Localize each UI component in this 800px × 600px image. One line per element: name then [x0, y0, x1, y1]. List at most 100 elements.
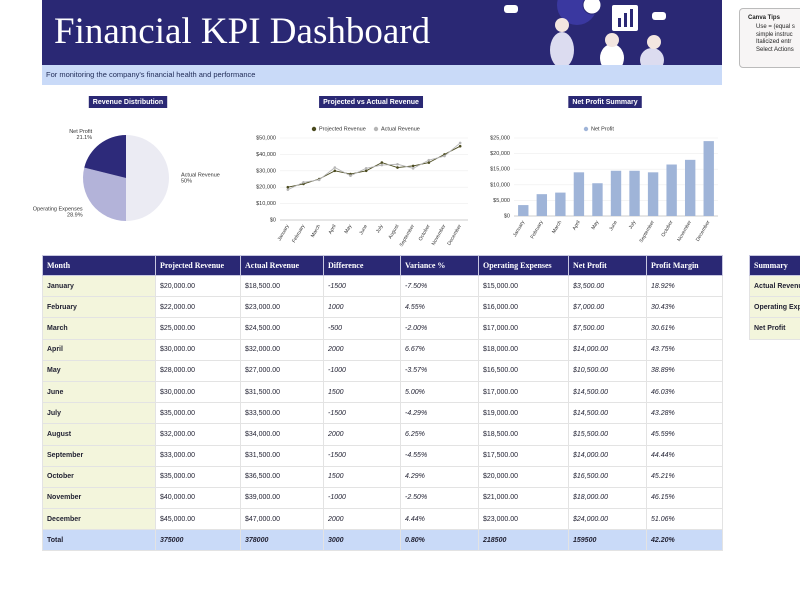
line-point — [396, 162, 399, 166]
line-point — [286, 185, 290, 189]
table-cell: $27,000.00 — [240, 359, 324, 382]
line-series — [287, 142, 461, 191]
y-tick-label: $10,000 — [256, 201, 276, 207]
table-cell: January — [42, 274, 156, 298]
summary-row: Actual Revenue — [749, 274, 800, 298]
table-cell: 2000 — [323, 423, 401, 446]
table-row: September $33,000.00 $31,500.00 -1500 -4.55%… — [42, 444, 723, 467]
table-cell: -1000 — [323, 359, 401, 382]
data-table: Month Projected Revenue Actual Revenue Diff… — [42, 255, 723, 552]
chart-title: Net Profit Summary — [572, 99, 637, 106]
x-tick-label: June — [358, 223, 369, 236]
table-cell: 45.21% — [646, 465, 723, 488]
decor — [550, 32, 574, 65]
x-tick-label: September — [639, 219, 657, 243]
decor — [555, 18, 569, 32]
total-cell: 375000 — [155, 529, 241, 552]
table-cell: $21,000.00 — [478, 486, 569, 510]
table-cell: 46.03% — [646, 380, 723, 404]
total-cell: Total — [42, 529, 156, 552]
tip-line: Select Actions — [756, 46, 794, 53]
y-tick-label: $20,000 — [490, 151, 510, 157]
table-cell: $23,000.00 — [478, 508, 569, 531]
table-cell: February — [42, 296, 156, 319]
bar — [703, 141, 714, 216]
header-row: Summary — [749, 255, 800, 276]
table-cell: -1500 — [323, 274, 401, 298]
y-tick-label: $20,000 — [256, 185, 276, 191]
table-cell: 4.44% — [400, 508, 479, 531]
table-cell: $14,500.00 — [568, 380, 647, 404]
table-cell: -2.00% — [400, 317, 479, 340]
table-cell: $33,500.00 — [240, 402, 324, 425]
table-cell: $45,000.00 — [155, 508, 241, 531]
header: Financial KPI Dashboard — [42, 0, 722, 65]
x-tick-label: March — [551, 219, 563, 234]
y-tick-label: $25,000 — [490, 135, 510, 141]
x-tick-label: January — [512, 219, 526, 238]
decor — [600, 44, 624, 65]
table-cell: $16,500.00 — [568, 465, 647, 488]
decor — [640, 48, 664, 65]
legend-label: Projected Revenue — [319, 126, 366, 132]
summary-header: Summary — [749, 255, 800, 276]
x-tick-label: August — [387, 223, 400, 240]
x-tick-label: September — [399, 223, 417, 247]
table-cell: 5.00% — [400, 380, 479, 404]
y-tick-label: $50,000 — [256, 135, 276, 141]
table-cell: 46.15% — [646, 486, 723, 510]
summary-label: Operating Expenses — [749, 296, 800, 319]
x-tick-label: May — [590, 219, 600, 231]
legend-label: Actual Revenue — [381, 126, 420, 132]
x-tick-label: April — [572, 220, 582, 232]
table-cell: $20,000.00 — [478, 465, 569, 488]
table-cell: $35,000.00 — [155, 402, 241, 425]
y-tick-label: $0 — [270, 217, 276, 223]
line-point — [333, 166, 337, 169]
table-row: May $28,000.00 $27,000.00 -1000 -3.57% $16,50… — [42, 359, 723, 382]
line-point — [380, 161, 384, 164]
dashboard-title: Financial KPI Dashboard — [54, 11, 431, 52]
table-cell: $18,000.00 — [478, 338, 569, 361]
table-cell: $39,000.00 — [240, 486, 324, 510]
bar — [629, 170, 640, 216]
summary-label: Net Profit — [749, 317, 800, 340]
table-row: June $30,000.00 $31,500.00 1500 5.00% $17,000… — [42, 380, 723, 404]
column-header: Operating Expenses — [478, 255, 569, 276]
line-point — [286, 188, 290, 191]
column-header: Variance % — [400, 255, 479, 276]
table-cell: $34,000.00 — [240, 423, 324, 446]
table-cell: 4.29% — [400, 465, 479, 488]
line-point — [349, 174, 352, 178]
table-cell: $17,500.00 — [478, 444, 569, 467]
table-cell: 45.59% — [646, 423, 723, 446]
table-cell: April — [42, 338, 156, 361]
pie-value-label: 28.9% — [67, 212, 83, 218]
bar — [518, 205, 529, 216]
line-point — [458, 144, 462, 148]
line-point — [364, 167, 368, 170]
table-row: October $35,000.00 $36,500.00 1500 4.29% $20,… — [42, 465, 723, 488]
line-point — [411, 167, 415, 170]
line-point — [443, 154, 446, 158]
y-tick-label: $30,000 — [256, 168, 276, 174]
x-tick-label: March — [310, 223, 322, 238]
decor — [652, 12, 666, 20]
x-tick-label: April — [328, 224, 338, 236]
x-tick-label: October — [418, 223, 432, 242]
line-point — [380, 163, 384, 167]
x-tick-label: December — [446, 223, 463, 246]
table-cell: July — [42, 402, 156, 425]
table-cell: $40,000.00 — [155, 486, 241, 510]
line-point — [333, 169, 337, 173]
line-point — [302, 180, 305, 184]
tip-line: simple instruc — [756, 31, 793, 38]
decor — [630, 9, 633, 27]
table-cell: -4.29% — [400, 402, 479, 425]
pie-slice — [84, 135, 126, 178]
bar — [684, 159, 696, 216]
table-cell: 44.44% — [646, 444, 723, 467]
table-cell: June — [42, 380, 156, 404]
x-tick-label: January — [277, 223, 291, 242]
column-header: Net Profit — [568, 255, 647, 276]
